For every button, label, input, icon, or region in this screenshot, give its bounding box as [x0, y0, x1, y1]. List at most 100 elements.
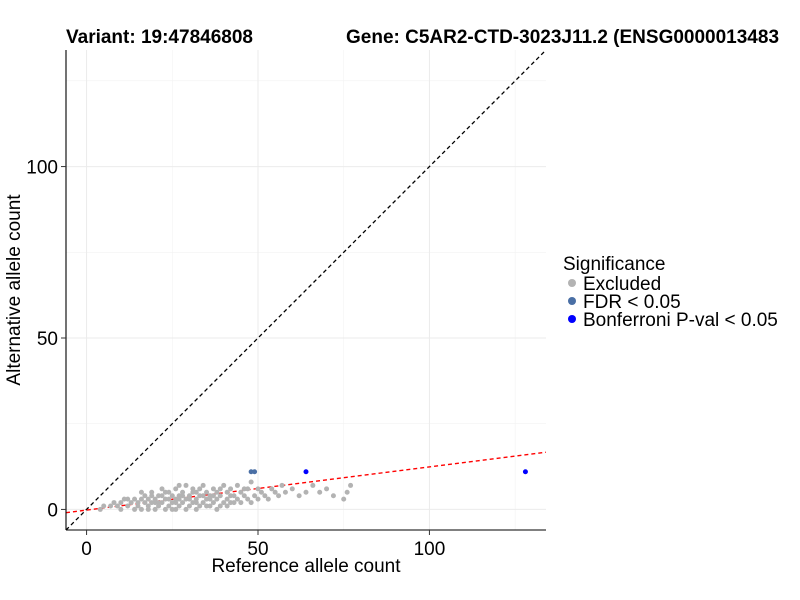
point-excluded — [217, 486, 223, 492]
point-excluded — [180, 489, 186, 495]
point-excluded — [241, 486, 247, 492]
point-excluded — [204, 489, 210, 495]
point-excluded — [238, 500, 244, 506]
point-excluded — [145, 496, 151, 502]
point-excluded — [197, 493, 203, 499]
point-excluded — [173, 486, 179, 492]
point-excluded — [138, 489, 144, 495]
point-excluded — [135, 503, 141, 509]
legend-key — [568, 279, 576, 287]
point-excluded — [265, 496, 271, 502]
point-excluded — [159, 500, 165, 506]
point-excluded — [241, 493, 247, 499]
point-excluded — [228, 500, 234, 506]
point-excluded — [193, 496, 199, 502]
point-excluded — [214, 489, 220, 495]
point-excluded — [169, 506, 175, 512]
point-excluded — [108, 503, 114, 509]
point-excluded — [156, 493, 162, 499]
point-excluded — [118, 500, 124, 506]
point-excluded — [221, 482, 227, 488]
point-excluded — [255, 486, 261, 492]
gridlines — [66, 50, 546, 530]
chart-title-variant: Variant: 19:47846808 — [66, 27, 253, 48]
point-excluded — [193, 500, 199, 506]
point-excluded — [252, 493, 258, 499]
point-excluded — [159, 493, 165, 499]
point-excluded — [238, 489, 244, 495]
point-excluded — [248, 500, 254, 506]
point-excluded — [303, 489, 309, 495]
legend-label: FDR < 0.05 — [583, 292, 681, 313]
point-excluded — [180, 493, 186, 499]
point-excluded — [101, 503, 107, 509]
point-excluded — [162, 506, 168, 512]
point-excluded — [210, 486, 216, 492]
point-excluded — [152, 496, 158, 502]
point-excluded — [234, 496, 240, 502]
point-excluded — [276, 493, 282, 499]
point-excluded — [152, 500, 158, 506]
point-excluded — [207, 503, 213, 509]
point-excluded — [169, 500, 175, 506]
point-excluded — [142, 500, 148, 506]
point-excluded — [159, 486, 165, 492]
legend-label: Bonferroni P-val < 0.05 — [583, 310, 778, 331]
point-excluded — [118, 506, 124, 512]
point-excluded — [186, 496, 192, 502]
point-excluded — [169, 493, 175, 499]
point-excluded — [217, 503, 223, 509]
point-excluded — [166, 503, 172, 509]
y-tick-label: 100 — [26, 158, 58, 179]
point-excluded — [272, 489, 278, 495]
y-tick-label: 50 — [37, 329, 58, 350]
point-excluded — [149, 500, 155, 506]
y-axis-label: Alternative allele count — [4, 194, 25, 386]
axis-ticks: 0 50 100 0 50 100 — [26, 158, 445, 560]
point-excluded — [282, 489, 288, 495]
point-excluded — [186, 493, 192, 499]
point-excluded — [197, 486, 203, 492]
point-excluded — [183, 482, 189, 488]
point-excluded — [135, 500, 141, 506]
point-bonferroni-p-val-0-05 — [303, 469, 309, 475]
point-excluded — [97, 506, 103, 512]
point-excluded — [310, 482, 316, 488]
identity-line — [66, 50, 546, 530]
point-excluded — [190, 500, 196, 506]
y-tick-label: 0 — [47, 500, 58, 521]
point-excluded — [176, 503, 182, 509]
point-excluded — [176, 496, 182, 502]
point-excluded — [234, 482, 240, 488]
point-excluded — [190, 486, 196, 492]
point-excluded — [149, 493, 155, 499]
legend-label: Excluded — [583, 274, 661, 295]
point-excluded — [132, 496, 138, 502]
point-excluded — [156, 500, 162, 506]
point-excluded — [114, 503, 120, 509]
point-excluded — [162, 489, 168, 495]
point-excluded — [180, 500, 186, 506]
point-excluded — [228, 486, 234, 492]
point-excluded — [248, 479, 254, 485]
point-excluded — [324, 486, 330, 492]
point-excluded — [231, 500, 237, 506]
point-excluded — [255, 496, 261, 502]
point-fdr-0-05 — [252, 469, 258, 475]
point-excluded — [149, 489, 155, 495]
point-excluded — [183, 496, 189, 502]
x-tick-label: 0 — [81, 539, 92, 560]
point-excluded — [128, 500, 134, 506]
point-excluded — [228, 493, 234, 499]
point-excluded — [210, 493, 216, 499]
x-tick-label: 100 — [414, 539, 446, 560]
legend-title: Significance — [563, 254, 665, 275]
point-excluded — [344, 489, 350, 495]
point-excluded — [262, 493, 268, 499]
point-excluded — [190, 489, 196, 495]
legend-key — [568, 315, 576, 323]
point-excluded — [200, 500, 206, 506]
point-excluded — [166, 489, 172, 495]
